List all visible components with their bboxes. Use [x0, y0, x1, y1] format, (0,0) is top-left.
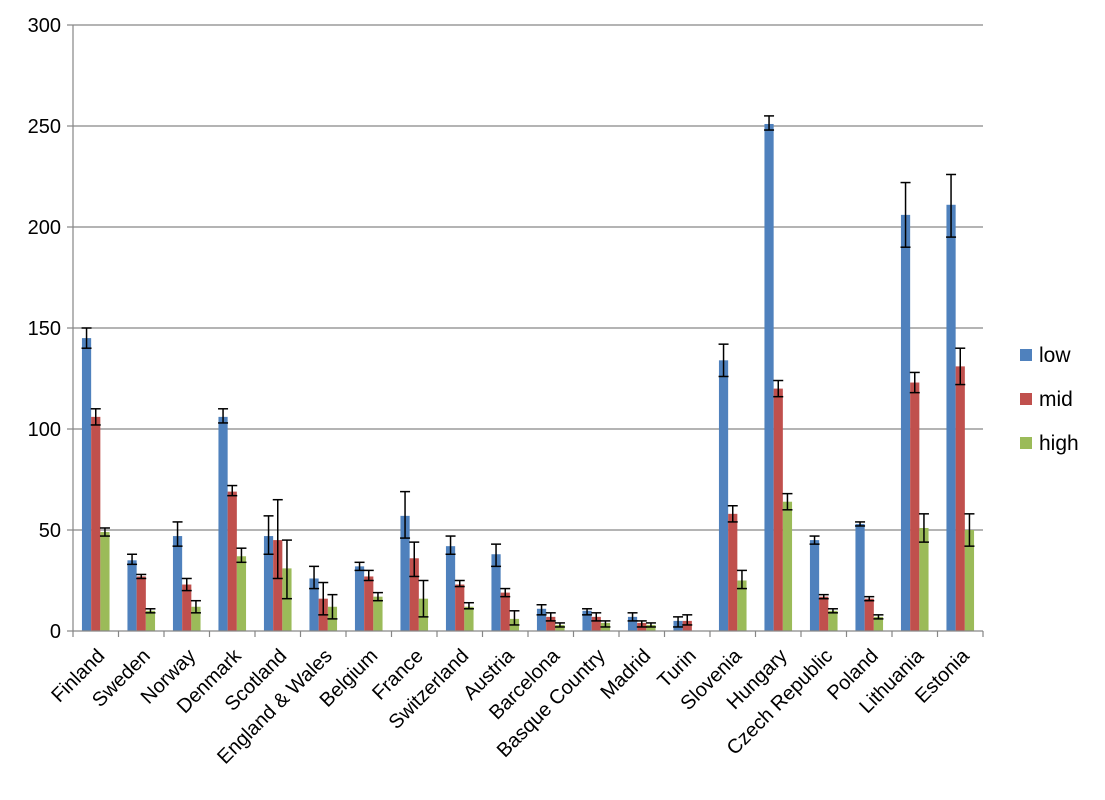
- y-tick-label: 150: [28, 318, 61, 340]
- bar-low: [536, 608, 547, 631]
- bar-low: [445, 546, 456, 631]
- bar-mid: [409, 558, 419, 631]
- bar-high: [555, 624, 565, 631]
- bar-mid: [728, 513, 738, 631]
- bar-mid: [91, 416, 101, 631]
- bar-series: [81, 123, 975, 631]
- bar-mid: [819, 596, 829, 631]
- bar-high: [646, 624, 656, 631]
- gridlines: [73, 24, 983, 531]
- bar-high: [828, 610, 838, 631]
- bar-low: [809, 540, 820, 631]
- y-tick-label: 250: [28, 116, 61, 138]
- x-axis-labels: FinlandSwedenNorwayDenmarkScotlandEnglan…: [47, 631, 984, 769]
- bar-low: [172, 536, 183, 631]
- bar-mid: [864, 598, 874, 631]
- bar-low: [582, 610, 592, 631]
- bar-high: [919, 527, 929, 631]
- bar-high: [782, 501, 793, 631]
- bar-mid: [591, 616, 601, 631]
- bar-low: [400, 515, 410, 631]
- bar-mid: [500, 592, 510, 631]
- y-tick-label: 50: [39, 520, 61, 542]
- y-tick-label: 100: [28, 419, 61, 441]
- bar-high: [145, 610, 156, 631]
- bar-low: [218, 416, 228, 631]
- legend-label-low: low: [1039, 344, 1071, 367]
- y-tick-label: 0: [50, 621, 61, 643]
- bar-low: [900, 214, 911, 631]
- y-tick-label: 200: [28, 217, 61, 239]
- bar-mid: [910, 382, 920, 631]
- bar-low: [263, 536, 274, 631]
- bar-low: [946, 204, 956, 631]
- bar-high: [737, 580, 747, 631]
- bar-low: [309, 578, 319, 631]
- error-bars: [81, 115, 975, 628]
- bar-high: [464, 606, 474, 631]
- bar-mid: [955, 366, 965, 631]
- bar-low: [127, 560, 137, 631]
- bar-mid: [273, 540, 283, 631]
- legend: low mid high: [1020, 344, 1079, 455]
- bar-high: [282, 568, 292, 631]
- y-axis-ticks: 0 50 100 150 200 250 300: [28, 15, 73, 643]
- legend-swatch-low: [1020, 349, 1032, 361]
- legend-swatch-high: [1020, 437, 1032, 449]
- bar-mid: [455, 584, 465, 631]
- bar-mid: [682, 620, 692, 631]
- bar-high: [873, 616, 884, 631]
- legend-label-mid: mid: [1039, 388, 1073, 411]
- bar-low: [491, 554, 501, 631]
- bar-mid: [182, 584, 192, 631]
- bar-mid: [136, 576, 146, 631]
- bar-low: [718, 360, 729, 631]
- y-tick-label: 300: [28, 15, 61, 37]
- bar-low: [627, 616, 638, 631]
- bar-high: [191, 606, 201, 631]
- bar-high: [100, 532, 110, 631]
- bar-low: [764, 123, 774, 631]
- bar-mid: [773, 388, 783, 631]
- bar-high: [373, 596, 383, 631]
- bar-high: [964, 530, 975, 631]
- legend-swatch-mid: [1020, 393, 1032, 405]
- bar-mid: [227, 491, 237, 631]
- legend-label-high: high: [1039, 432, 1079, 455]
- bar-low: [354, 566, 365, 631]
- bar-low: [81, 338, 92, 631]
- bar-low: [855, 523, 865, 631]
- bar-mid: [546, 616, 556, 631]
- bar-mid: [364, 576, 374, 631]
- x-tick-label: Madrid: [596, 645, 655, 704]
- bar-high: [236, 556, 247, 631]
